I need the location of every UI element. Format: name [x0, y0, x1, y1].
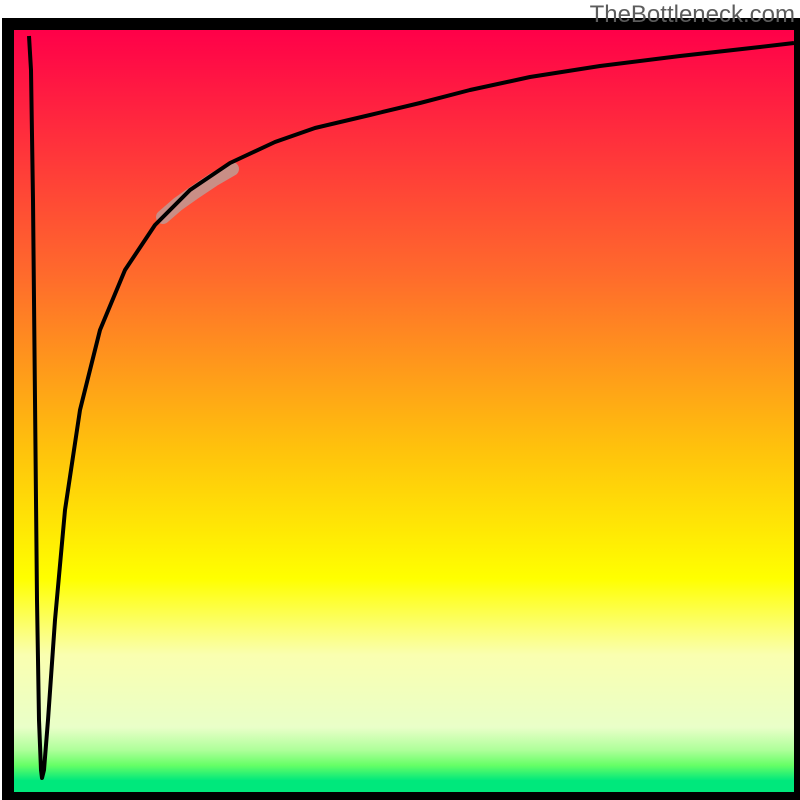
bottleneck-chart: TheBottleneck.com	[0, 0, 800, 800]
chart-canvas: TheBottleneck.com	[0, 0, 800, 800]
watermark-label: TheBottleneck.com	[590, 1, 795, 28]
plot-background	[14, 30, 794, 792]
